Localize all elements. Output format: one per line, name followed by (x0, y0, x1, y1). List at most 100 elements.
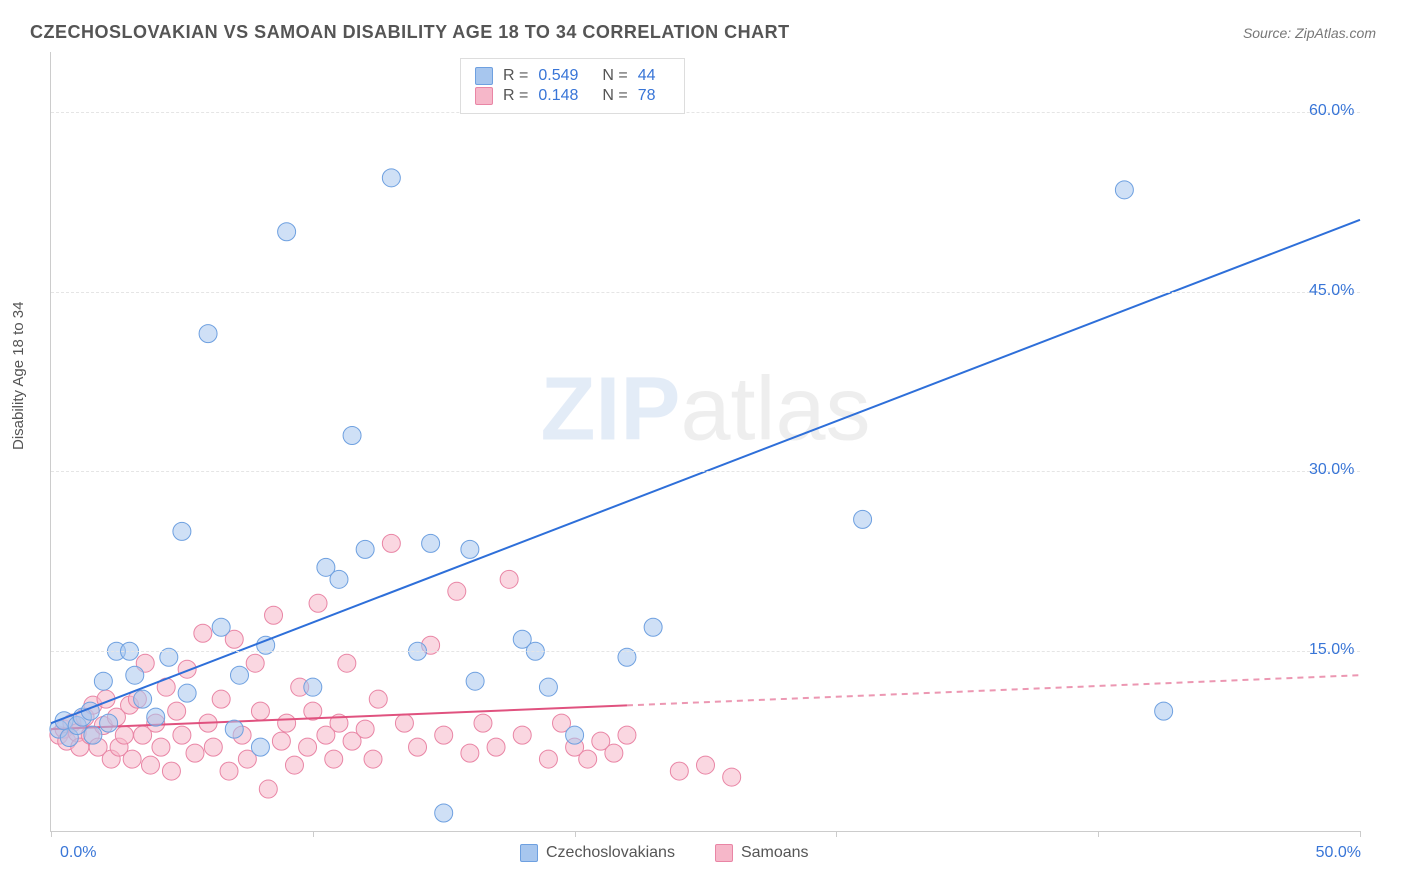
y-axis-label: Disability Age 18 to 34 (10, 302, 27, 450)
x-axis-min: 0.0% (60, 844, 96, 862)
n-label: N = (602, 67, 627, 85)
data-point (723, 768, 741, 786)
data-point (566, 726, 584, 744)
legend-row-czech: R = 0.549 N = 44 (475, 67, 670, 85)
data-point (126, 666, 144, 684)
data-point (513, 726, 531, 744)
r-value-samoan: 0.148 (538, 87, 578, 105)
data-point (178, 684, 196, 702)
data-point (395, 714, 413, 732)
chart-plot-area: ZIPatlas (50, 52, 1360, 832)
trend-line-dashed (627, 675, 1360, 705)
data-point (123, 750, 141, 768)
data-point (259, 780, 277, 798)
y-tick-label: 60.0% (1309, 102, 1354, 120)
data-point (409, 738, 427, 756)
data-point (644, 618, 662, 636)
legend-swatch-samoan (715, 844, 733, 862)
legend-swatch-samoan (475, 87, 493, 105)
data-point (435, 726, 453, 744)
data-point (152, 738, 170, 756)
legend-swatch-czech (475, 67, 493, 85)
data-point (325, 750, 343, 768)
data-point (539, 678, 557, 696)
legend-row-samoan: R = 0.148 N = 78 (475, 87, 670, 105)
data-point (422, 534, 440, 552)
data-point (382, 169, 400, 187)
r-label: R = (503, 87, 528, 105)
n-label: N = (602, 87, 627, 105)
legend-item-samoan: Samoans (715, 844, 809, 862)
data-point (1155, 702, 1173, 720)
data-point (115, 726, 133, 744)
data-point (461, 540, 479, 558)
data-point (697, 756, 715, 774)
chart-title: CZECHOSLOVAKIAN VS SAMOAN DISABILITY AGE… (30, 22, 790, 43)
data-point (461, 744, 479, 762)
x-axis-max: 50.0% (1316, 844, 1361, 862)
data-point (199, 325, 217, 343)
data-point (356, 540, 374, 558)
data-point (474, 714, 492, 732)
data-point (605, 744, 623, 762)
legend-item-czech: Czechoslovakians (520, 844, 675, 862)
data-point (278, 714, 296, 732)
data-point (356, 720, 374, 738)
data-point (285, 756, 303, 774)
data-point (251, 702, 269, 720)
series-legend: Czechoslovakians Samoans (520, 844, 809, 862)
legend-label-samoan: Samoans (741, 844, 809, 862)
data-point (246, 654, 264, 672)
data-point (100, 714, 118, 732)
data-point (304, 678, 322, 696)
scatter-svg (51, 52, 1360, 831)
data-point (141, 756, 159, 774)
data-point (448, 582, 466, 600)
source-label: Source: ZipAtlas.com (1243, 25, 1376, 41)
data-point (539, 750, 557, 768)
data-point (204, 738, 222, 756)
data-point (579, 750, 597, 768)
data-point (94, 672, 112, 690)
data-point (466, 672, 484, 690)
data-point (173, 726, 191, 744)
data-point (309, 594, 327, 612)
data-point (618, 726, 636, 744)
y-tick-label: 45.0% (1309, 282, 1354, 300)
y-tick-label: 30.0% (1309, 461, 1354, 479)
data-point (265, 606, 283, 624)
data-point (168, 702, 186, 720)
data-point (251, 738, 269, 756)
data-point (343, 427, 361, 445)
n-value-samoan: 78 (638, 87, 656, 105)
data-point (382, 534, 400, 552)
data-point (220, 762, 238, 780)
data-point (299, 738, 317, 756)
data-point (278, 223, 296, 241)
data-point (186, 744, 204, 762)
data-point (670, 762, 688, 780)
r-label: R = (503, 67, 528, 85)
data-point (212, 618, 230, 636)
data-point (225, 720, 243, 738)
data-point (134, 690, 152, 708)
data-point (162, 762, 180, 780)
data-point (369, 690, 387, 708)
n-value-czech: 44 (638, 67, 656, 85)
data-point (212, 690, 230, 708)
data-point (854, 510, 872, 528)
data-point (338, 654, 356, 672)
data-point (500, 570, 518, 588)
data-point (194, 624, 212, 642)
data-point (173, 522, 191, 540)
data-point (1115, 181, 1133, 199)
data-point (435, 804, 453, 822)
r-value-czech: 0.549 (538, 67, 578, 85)
legend-label-czech: Czechoslovakians (546, 844, 675, 862)
data-point (487, 738, 505, 756)
data-point (364, 750, 382, 768)
data-point (330, 570, 348, 588)
data-point (230, 666, 248, 684)
correlation-legend: R = 0.549 N = 44 R = 0.148 N = 78 (460, 58, 685, 114)
data-point (84, 726, 102, 744)
